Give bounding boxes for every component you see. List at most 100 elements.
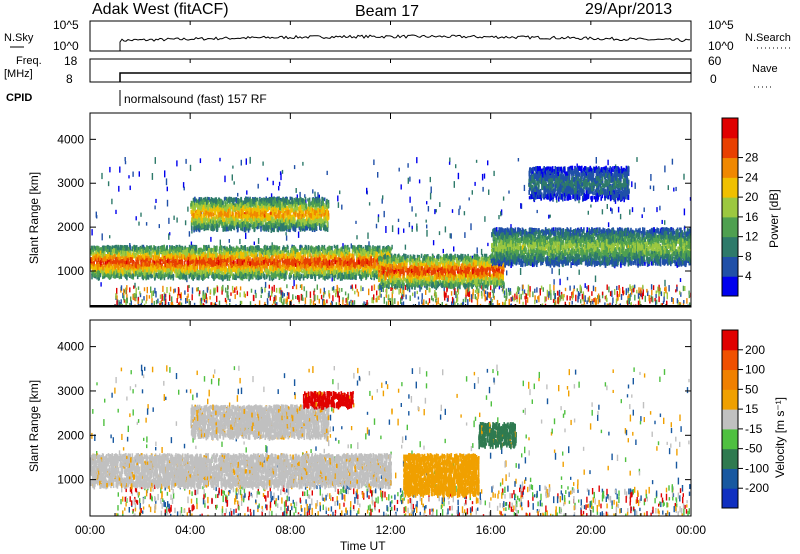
power-echo-mark [111, 260, 114, 265]
power-scatter-mark [111, 198, 113, 205]
power-echo-mark [102, 260, 105, 265]
power-noise-mark [470, 294, 473, 300]
power-echo-mark [130, 254, 132, 259]
power-noise-mark [593, 298, 595, 302]
power-echo-mark [113, 268, 115, 273]
power-scatter-mark [168, 217, 170, 224]
power-noise-mark [627, 290, 629, 294]
power-echo-mark [287, 256, 289, 263]
power-echo-mark [185, 257, 188, 261]
power-echo-mark [165, 269, 167, 275]
power-scatter-mark [415, 213, 417, 217]
power-echo-mark [260, 255, 263, 260]
power-noise-mark [126, 297, 128, 304]
power-noise-mark [630, 301, 632, 307]
power-echo-mark [239, 252, 242, 259]
power-scatter-mark [356, 235, 358, 240]
power-noise-mark [371, 297, 373, 304]
power-noise-mark [490, 301, 493, 307]
power-noise-mark [591, 298, 593, 303]
power-noise-mark [363, 301, 365, 306]
power-echo-mark [313, 262, 315, 268]
power-noise-mark [584, 295, 586, 302]
power-echo-mark [254, 264, 256, 271]
power-noise-mark [536, 299, 538, 303]
power-scatter-mark [439, 202, 441, 207]
power-echo-mark [353, 269, 356, 275]
power-echo-mark [103, 274, 106, 279]
power-echo-mark [194, 266, 196, 273]
power-scatter-mark [183, 186, 185, 191]
power-noise-mark [429, 288, 431, 293]
power-echo-mark [240, 259, 243, 263]
power-noise-mark [638, 296, 641, 302]
power-echo-mark [101, 269, 104, 274]
power-noise-mark [205, 300, 207, 304]
power-noise-mark [200, 297, 203, 304]
power-scatter-mark [615, 186, 617, 193]
freq-unit-label: [MHz] [4, 68, 33, 80]
power-scatter-mark [304, 194, 306, 198]
power-echo-mark [166, 259, 169, 264]
power-echo-mark [366, 251, 368, 256]
power-echo-mark [113, 263, 115, 267]
power-noise-mark [562, 295, 564, 301]
power-scatter-mark [416, 226, 418, 232]
power-echo-mark [370, 253, 373, 258]
power-noise-mark [222, 284, 224, 292]
power-scatter-mark [164, 170, 166, 178]
power-echo-mark [199, 260, 201, 266]
power-noise-mark [318, 298, 320, 304]
power-echo-mark [98, 266, 101, 272]
power-noise-mark [633, 284, 636, 288]
power-echo-mark [247, 271, 250, 277]
power-echo-mark [268, 258, 271, 262]
power-scatter-mark [488, 189, 490, 195]
power-echo-mark [283, 273, 286, 279]
power-echo-mark [235, 268, 237, 275]
power-scatter-mark [619, 213, 622, 220]
power-noise-mark [474, 294, 476, 300]
power-echo-mark [149, 262, 152, 267]
power-noise-mark [397, 301, 399, 306]
power-echo-mark [355, 275, 357, 281]
power-noise-mark [641, 292, 644, 300]
power-echo-mark [329, 254, 331, 259]
power-noise-mark [357, 291, 360, 297]
power-echo-mark [254, 272, 256, 277]
power-scatter-mark [367, 232, 369, 239]
power-noise-mark [605, 294, 607, 302]
power-noise-mark [273, 284, 275, 292]
power-echo-mark [142, 254, 144, 258]
power-noise-mark [518, 287, 521, 291]
power-scatter-mark [483, 173, 486, 179]
power-echo-mark [295, 259, 298, 264]
power-noise-mark [404, 285, 407, 290]
power-echo-mark [357, 257, 360, 261]
power-noise-mark [185, 298, 187, 304]
power-noise-mark [527, 284, 530, 292]
power-scatter-mark [264, 281, 267, 288]
power-noise-mark [137, 297, 140, 303]
power-echo-mark [182, 250, 184, 254]
power-echo-mark [100, 266, 103, 272]
power-noise-mark [434, 291, 436, 298]
power-noise-mark [234, 294, 236, 300]
power-scatter-mark [257, 238, 260, 244]
power-noise-mark [443, 291, 446, 298]
power-scatter-mark [140, 212, 142, 217]
power-echo-mark [211, 273, 213, 278]
power-noise-mark [351, 284, 353, 289]
power-echo-mark [141, 258, 143, 262]
power-echo-mark [230, 269, 232, 276]
power-noise-mark [211, 302, 213, 307]
power-echo-mark [254, 251, 256, 256]
power-scatter-mark [549, 214, 551, 218]
power-noise-mark [282, 306, 284, 307]
power-echo-mark [116, 249, 118, 255]
power-noise-mark [235, 286, 238, 290]
power-noise-mark [582, 306, 584, 307]
power-noise-mark [639, 301, 641, 305]
power-echo-mark [184, 274, 187, 281]
power-scatter-mark [185, 158, 187, 164]
